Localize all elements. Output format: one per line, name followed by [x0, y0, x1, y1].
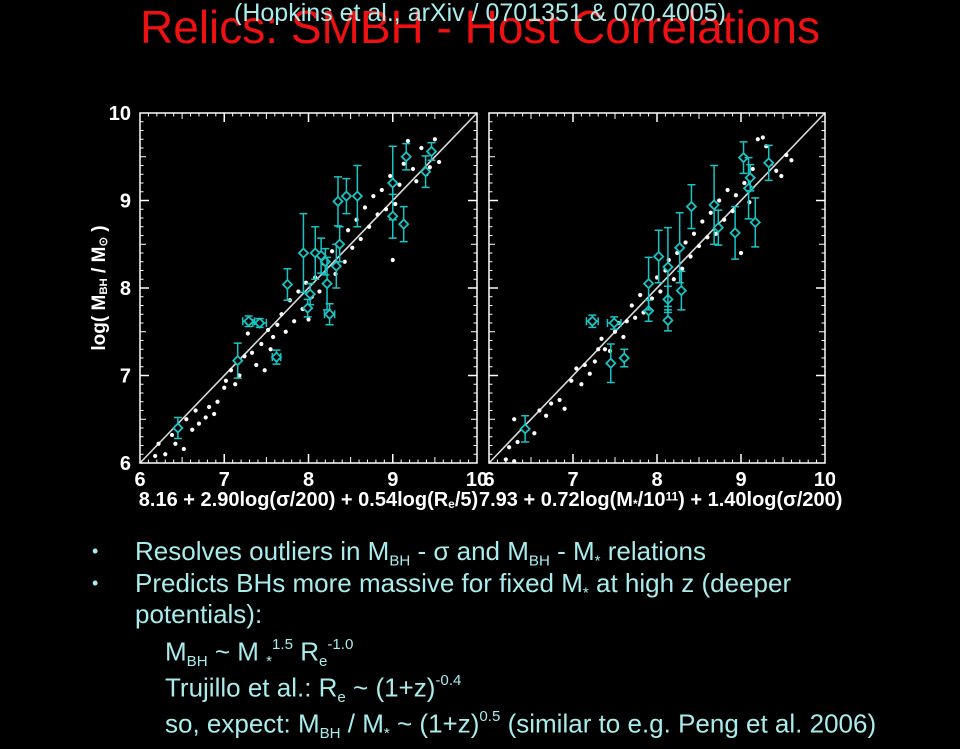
svg-text:8: 8 — [120, 278, 131, 300]
sub-item-expect: so, expect: MBH / M* ~ (1+z)0.5 (similar… — [165, 708, 877, 742]
bullet-item-2-line-1: Predicts BHs more massive for fixed M* a… — [135, 568, 792, 602]
svg-text:6: 6 — [134, 469, 145, 491]
bullet-item-2-line-2: potentials): — [135, 599, 263, 629]
bullet-item-1: Resolves outliers in MBH - σ and MBH - M… — [135, 536, 706, 570]
svg-text:9: 9 — [735, 469, 746, 491]
x-axis-label-right: 7.93 + 0.72log(M*/1011) + 1.40log(σ/200) — [479, 489, 843, 512]
sub-item-formula-mbh: MBH ~ M *1.5 Re-1.0 — [165, 636, 354, 670]
sub-item-trujillo: Trujillo et al.: Re ~ (1+z)-0.4 — [165, 672, 462, 706]
svg-text:9: 9 — [387, 469, 398, 491]
bullet-marker-2: • — [92, 573, 99, 593]
svg-text:8: 8 — [303, 469, 314, 491]
svg-text:7: 7 — [567, 469, 578, 491]
slide-subtitle: (Hopkins et al., arXiv / 0701351 & 070.4… — [234, 0, 726, 25]
svg-text:10: 10 — [466, 469, 488, 491]
svg-text:7: 7 — [120, 366, 131, 388]
svg-text:9: 9 — [120, 191, 131, 213]
x-axis-label-left: 8.16 + 2.90log(σ/200) + 0.54log(Re/5) — [138, 489, 479, 512]
svg-text:6: 6 — [120, 453, 131, 475]
svg-text:6: 6 — [483, 469, 494, 491]
svg-text:8: 8 — [651, 469, 662, 491]
bullet-marker-1: • — [92, 541, 99, 561]
svg-text:10: 10 — [109, 105, 131, 125]
slide-subtitle-clip: (Hopkins et al., arXiv / 0701351 & 070.4… — [0, 0, 960, 25]
svg-text:10: 10 — [814, 469, 835, 491]
slide-title: Relics: SMBH - Host Correlations — [140, 1, 820, 53]
svg-text:7: 7 — [219, 469, 230, 491]
